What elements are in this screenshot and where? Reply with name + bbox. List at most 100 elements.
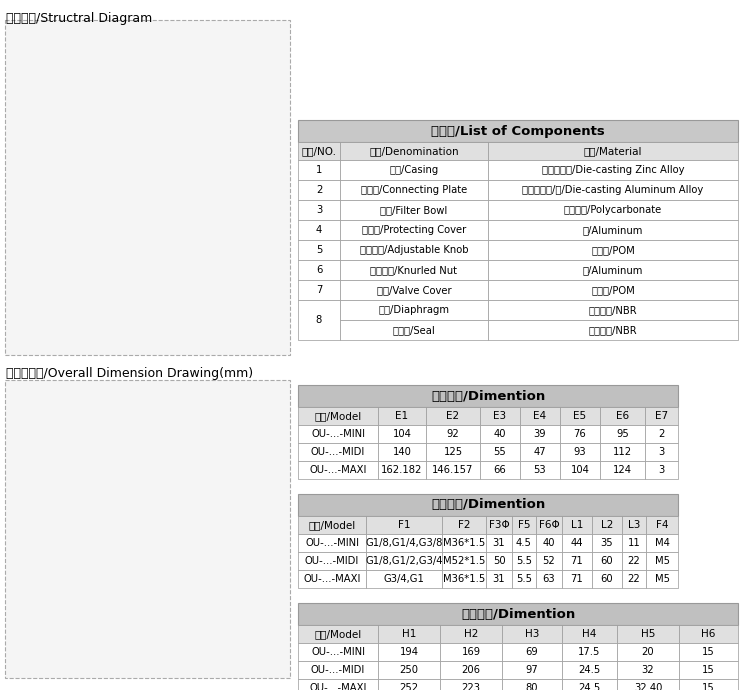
- Bar: [562, 679, 617, 690]
- Bar: [5, 380, 290, 678]
- Text: 31: 31: [493, 574, 506, 584]
- Text: 调压手轮/Adjustable Knob: 调压手轮/Adjustable Knob: [360, 245, 468, 255]
- Bar: [592, 516, 622, 534]
- Text: 阀盖/Valve Cover: 阀盖/Valve Cover: [376, 285, 452, 295]
- Bar: [520, 443, 560, 461]
- Text: 32.40: 32.40: [634, 683, 662, 690]
- Text: E1: E1: [395, 411, 409, 421]
- Text: 序号/NO.: 序号/NO.: [302, 146, 337, 156]
- Bar: [520, 407, 560, 425]
- Bar: [340, 280, 488, 300]
- Text: M52*1.5: M52*1.5: [442, 556, 485, 566]
- Bar: [679, 643, 738, 661]
- Text: F5: F5: [518, 520, 530, 530]
- Text: H2: H2: [464, 629, 478, 639]
- Text: 24.5: 24.5: [578, 665, 601, 675]
- Bar: [488, 240, 738, 260]
- Text: 密封件/Seal: 密封件/Seal: [393, 325, 435, 335]
- Text: 223: 223: [461, 683, 481, 690]
- Text: 22: 22: [628, 574, 640, 584]
- Text: 140: 140: [392, 447, 412, 457]
- Text: OU-...-MIDI: OU-...-MIDI: [304, 556, 359, 566]
- Bar: [442, 570, 486, 588]
- Text: 60: 60: [601, 574, 613, 584]
- Bar: [536, 516, 562, 534]
- Text: 保护罩/Protecting Cover: 保护罩/Protecting Cover: [362, 225, 466, 235]
- Bar: [502, 643, 562, 661]
- Bar: [679, 679, 738, 690]
- Text: 4: 4: [316, 225, 322, 235]
- Text: 5: 5: [316, 245, 322, 255]
- Bar: [512, 570, 536, 588]
- Text: 20: 20: [642, 647, 654, 657]
- Bar: [502, 661, 562, 679]
- Text: H3: H3: [525, 629, 539, 639]
- Text: E5: E5: [574, 411, 586, 421]
- Text: L3: L3: [628, 520, 640, 530]
- Bar: [298, 160, 340, 180]
- Bar: [486, 570, 512, 588]
- Bar: [298, 552, 366, 570]
- Text: OU-...-MIDI: OU-...-MIDI: [310, 665, 365, 675]
- Bar: [536, 534, 562, 552]
- Bar: [298, 625, 378, 643]
- Bar: [488, 300, 738, 320]
- Bar: [592, 534, 622, 552]
- Text: 滤晶/Filter Bowl: 滤晶/Filter Bowl: [380, 205, 448, 215]
- Bar: [378, 679, 440, 690]
- Bar: [512, 516, 536, 534]
- Bar: [298, 534, 366, 552]
- Bar: [645, 443, 678, 461]
- Text: 146.157: 146.157: [432, 465, 474, 475]
- Bar: [679, 661, 738, 679]
- Text: 97: 97: [526, 665, 538, 675]
- Bar: [646, 552, 678, 570]
- Bar: [622, 552, 646, 570]
- Text: 44: 44: [571, 538, 584, 548]
- Text: G1/8,G1/2,G3/4: G1/8,G1/2,G3/4: [365, 556, 442, 566]
- Text: H4: H4: [582, 629, 597, 639]
- Text: H1: H1: [402, 629, 416, 639]
- Bar: [622, 516, 646, 534]
- Text: 92: 92: [447, 429, 459, 439]
- Bar: [600, 461, 645, 479]
- Text: 壳体/Casing: 壳体/Casing: [389, 165, 439, 175]
- Text: G3/4,G1: G3/4,G1: [383, 574, 424, 584]
- Bar: [378, 625, 440, 643]
- Text: E2: E2: [446, 411, 460, 421]
- Bar: [502, 625, 562, 643]
- Text: 194: 194: [400, 647, 418, 657]
- Text: 60: 60: [601, 556, 613, 566]
- Bar: [340, 180, 488, 200]
- Bar: [488, 280, 738, 300]
- Text: 53: 53: [534, 465, 546, 475]
- Text: 17.5: 17.5: [578, 647, 601, 657]
- Text: 11: 11: [628, 538, 640, 548]
- Bar: [366, 534, 442, 552]
- Text: OU-...-MAXI: OU-...-MAXI: [303, 574, 361, 584]
- Bar: [366, 570, 442, 588]
- Bar: [562, 534, 592, 552]
- Bar: [298, 516, 366, 534]
- Bar: [426, 425, 480, 443]
- Text: 15: 15: [702, 647, 715, 657]
- Text: 名称/Denomination: 名称/Denomination: [369, 146, 459, 156]
- Text: 2: 2: [316, 185, 322, 195]
- Text: 外形尺寸/Dimention: 外形尺寸/Dimention: [460, 607, 575, 620]
- Bar: [617, 661, 679, 679]
- Text: 型号/Model: 型号/Model: [314, 411, 362, 421]
- Text: 丁丁橡胶/NBR: 丁丁橡胶/NBR: [589, 325, 638, 335]
- Bar: [298, 425, 378, 443]
- Text: 32: 32: [642, 665, 654, 675]
- Text: 丁丁橡胶/NBR: 丁丁橡胶/NBR: [589, 305, 638, 315]
- Bar: [426, 407, 480, 425]
- Bar: [340, 240, 488, 260]
- Text: G1/8,G1/4,G3/8: G1/8,G1/4,G3/8: [365, 538, 442, 548]
- Text: 5.5: 5.5: [516, 574, 532, 584]
- Bar: [512, 552, 536, 570]
- Bar: [378, 461, 426, 479]
- Bar: [5, 20, 290, 355]
- Bar: [440, 643, 502, 661]
- Text: 40: 40: [543, 538, 555, 548]
- Bar: [645, 461, 678, 479]
